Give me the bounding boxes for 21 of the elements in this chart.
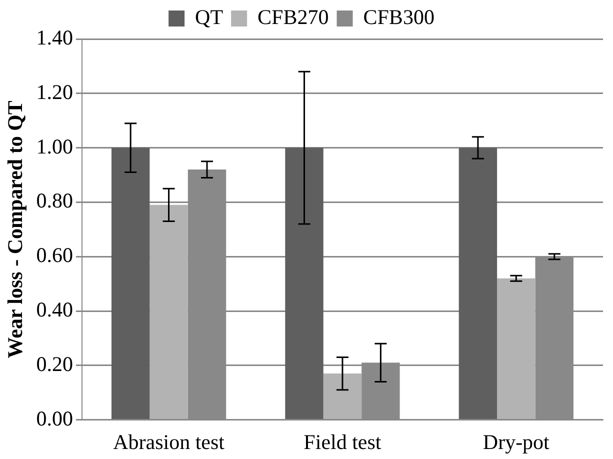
- x-tick-label: Field test: [304, 430, 382, 454]
- y-tick-label: 0.40: [36, 298, 73, 322]
- legend-label: CFB270: [258, 5, 329, 30]
- bar: [111, 148, 150, 420]
- legend-label: CFB300: [363, 5, 434, 30]
- y-tick-label: 0.60: [36, 243, 73, 268]
- y-axis-title: Wear loss - Compared to QT: [3, 100, 28, 358]
- legend-label: QT: [195, 5, 224, 30]
- bar: [458, 148, 498, 420]
- bar: [150, 204, 188, 420]
- bar: [497, 278, 536, 420]
- y-tick-label: 1.00: [36, 134, 73, 158]
- bar: [285, 148, 324, 420]
- y-tick-label: 0.00: [36, 406, 73, 430]
- x-tick-label: Dry-pot: [482, 430, 550, 454]
- x-tick-label: Abrasion test: [113, 430, 225, 454]
- y-tick-label: 0.20: [36, 352, 73, 376]
- y-tick-label: 1.40: [36, 26, 73, 50]
- y-tick-label: 1.20: [36, 80, 73, 104]
- bar: [323, 374, 362, 420]
- y-tick-label: 0.80: [36, 188, 73, 213]
